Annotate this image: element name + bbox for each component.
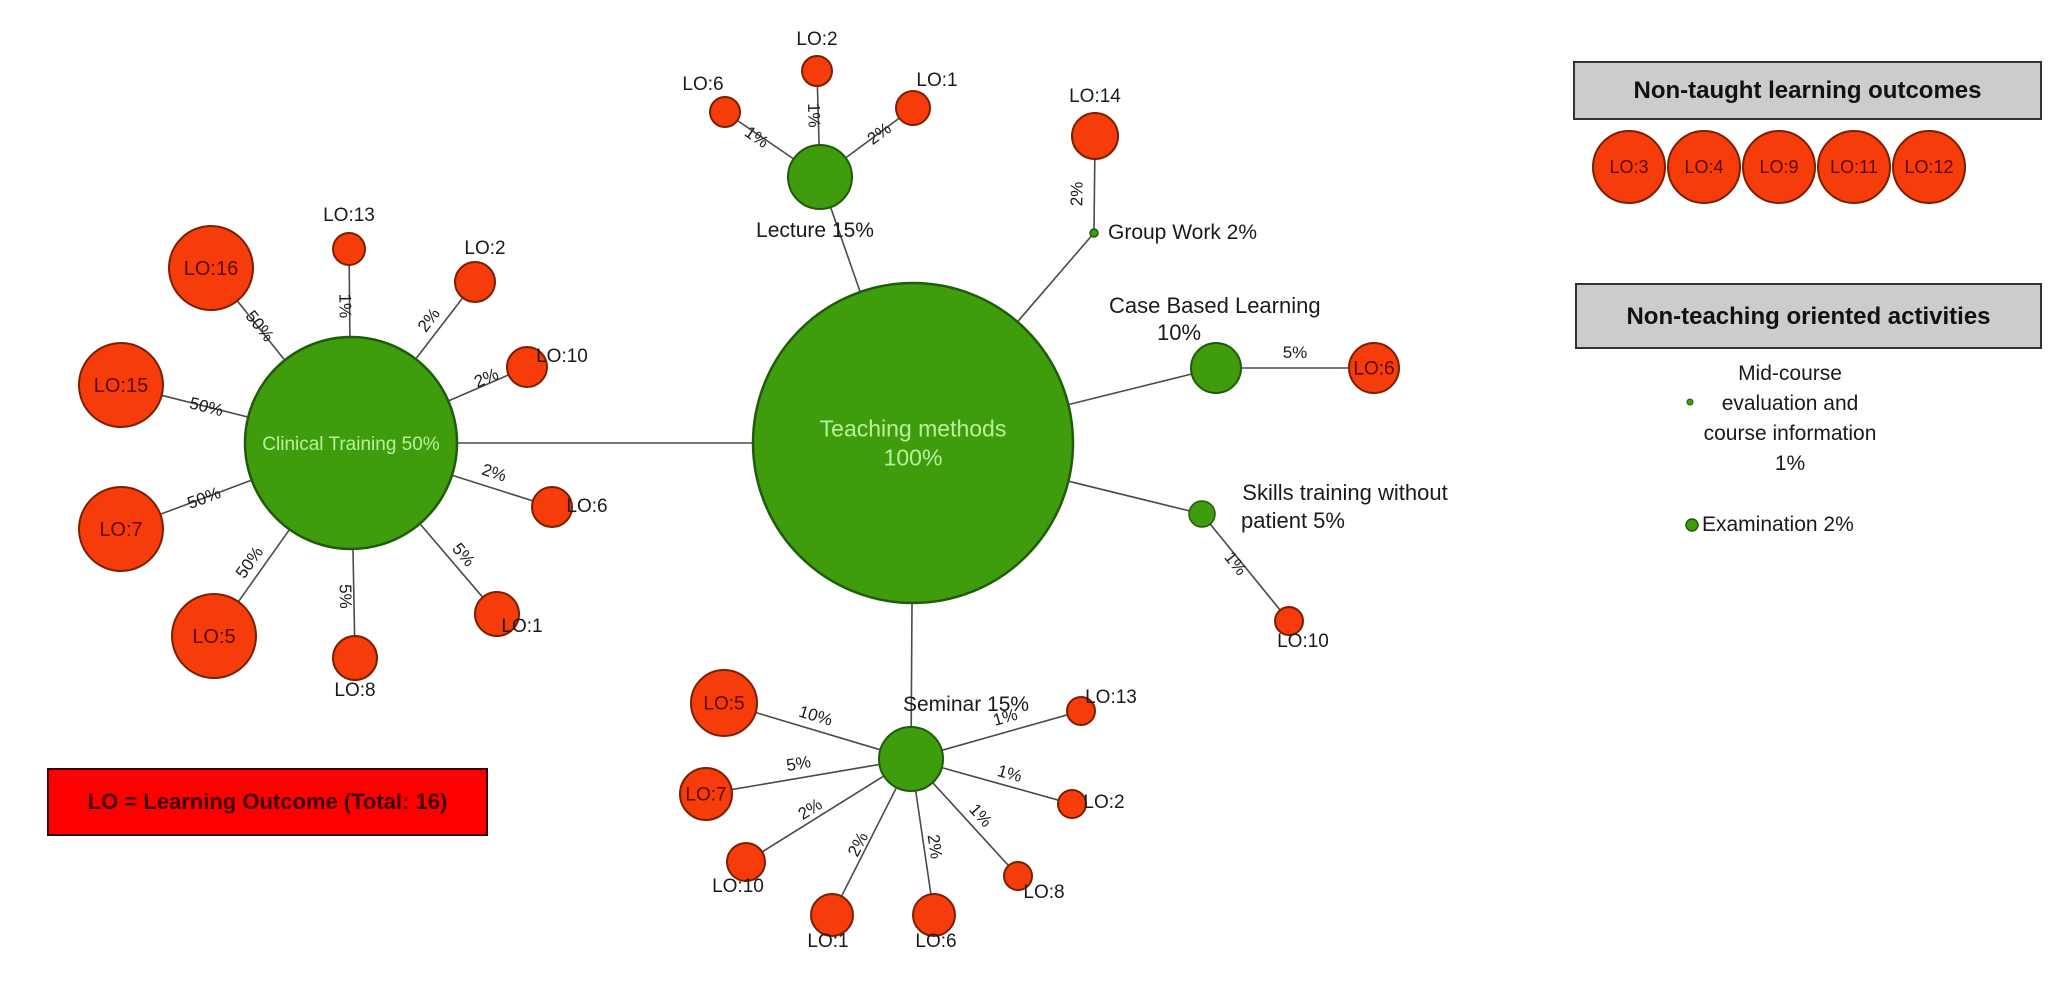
svg-text:Lecture 15%: Lecture 15% — [756, 219, 874, 242]
svg-text:LO:4: LO:4 — [1684, 157, 1723, 177]
svg-text:Teaching methods: Teaching methods — [820, 416, 1007, 442]
svg-text:2%: 2% — [480, 460, 509, 486]
svg-text:LO:11: LO:11 — [1830, 157, 1878, 177]
svg-text:Examination 2%: Examination 2% — [1702, 513, 1854, 536]
svg-text:2%: 2% — [1067, 182, 1086, 207]
svg-text:evaluation and: evaluation and — [1722, 392, 1859, 415]
svg-text:1%: 1% — [965, 800, 996, 831]
svg-text:Case Based Learning: Case Based Learning — [1109, 293, 1321, 318]
svg-text:LO:2: LO:2 — [1083, 792, 1124, 813]
svg-text:LO:16: LO:16 — [184, 258, 238, 280]
svg-text:LO:1: LO:1 — [501, 616, 542, 637]
svg-text:LO:10: LO:10 — [712, 876, 764, 897]
svg-text:10%: 10% — [1157, 320, 1201, 345]
svg-text:LO:5: LO:5 — [192, 626, 235, 648]
svg-text:LO:2: LO:2 — [464, 238, 505, 259]
svg-text:LO:15: LO:15 — [94, 375, 148, 397]
svg-text:50%: 50% — [232, 543, 267, 582]
svg-text:LO:6: LO:6 — [1353, 359, 1394, 380]
svg-text:LO:9: LO:9 — [1759, 157, 1798, 177]
svg-text:LO:2: LO:2 — [796, 29, 837, 50]
svg-text:5%: 5% — [785, 752, 812, 775]
svg-text:LO:3: LO:3 — [1609, 157, 1648, 177]
svg-text:1%: 1% — [1220, 548, 1250, 579]
svg-text:LO:1: LO:1 — [807, 931, 848, 952]
svg-text:LO:13: LO:13 — [1085, 687, 1137, 708]
svg-text:LO:6: LO:6 — [566, 496, 607, 517]
svg-text:LO:7: LO:7 — [685, 785, 726, 806]
svg-text:LO:8: LO:8 — [334, 680, 375, 701]
svg-text:1%: 1% — [995, 761, 1024, 786]
svg-text:1%: 1% — [1775, 452, 1805, 475]
svg-text:LO:10: LO:10 — [1277, 631, 1329, 652]
svg-text:2%: 2% — [924, 833, 946, 860]
svg-text:LO = Learning Outcome (Total:: LO = Learning Outcome (Total: 16) — [88, 789, 448, 814]
svg-text:Non-teaching oriented activiti: Non-teaching oriented activities — [1626, 303, 1990, 330]
svg-text:100%: 100% — [884, 444, 943, 470]
svg-text:LO:8: LO:8 — [1023, 882, 1064, 903]
svg-text:Non-taught learning outcomes: Non-taught learning outcomes — [1634, 77, 1982, 104]
svg-text:LO:7: LO:7 — [99, 519, 142, 541]
svg-text:course information: course information — [1704, 422, 1877, 445]
svg-text:LO:12: LO:12 — [1904, 157, 1953, 177]
svg-text:50%: 50% — [188, 393, 226, 420]
svg-text:Mid-course: Mid-course — [1738, 362, 1842, 385]
svg-text:LO:6: LO:6 — [682, 74, 723, 95]
svg-text:5%: 5% — [336, 584, 355, 609]
svg-text:50%: 50% — [185, 483, 224, 513]
svg-text:2%: 2% — [414, 305, 444, 336]
svg-text:LO:13: LO:13 — [323, 205, 375, 226]
svg-text:2%: 2% — [795, 795, 826, 824]
svg-text:2%: 2% — [864, 119, 895, 149]
svg-text:Clinical Training 50%: Clinical Training 50% — [262, 434, 440, 455]
svg-text:1%: 1% — [335, 294, 354, 319]
svg-text:Skills training without: Skills training without — [1242, 480, 1447, 505]
svg-text:2%: 2% — [844, 829, 872, 860]
svg-text:5%: 5% — [448, 539, 478, 570]
svg-text:2%: 2% — [471, 364, 501, 391]
svg-text:LO:10: LO:10 — [536, 346, 588, 367]
svg-text:5%: 5% — [1283, 343, 1308, 362]
svg-text:LO:1: LO:1 — [916, 70, 957, 91]
svg-text:1%: 1% — [804, 103, 824, 128]
svg-text:patient 5%: patient 5% — [1241, 508, 1345, 533]
svg-text:LO:5: LO:5 — [703, 694, 744, 715]
svg-text:LO:14: LO:14 — [1069, 86, 1121, 107]
svg-text:LO:6: LO:6 — [915, 931, 956, 952]
svg-text:Group Work 2%: Group Work 2% — [1108, 221, 1257, 244]
